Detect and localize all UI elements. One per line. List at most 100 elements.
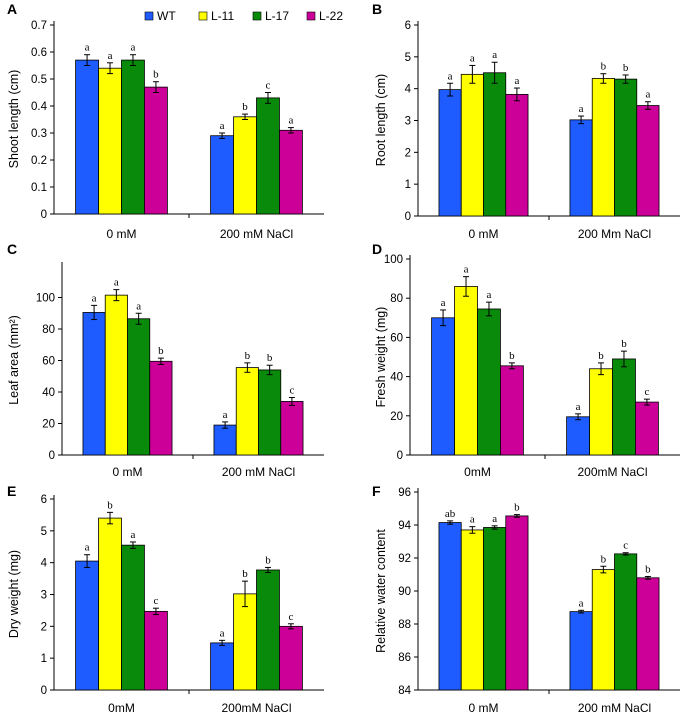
y-tick-label: 3 bbox=[41, 590, 47, 602]
panel-c: C Leaf area (mm²) 0 20 40 60 80 100 0 mM a a a b 200 … bbox=[7, 241, 324, 479]
y-tick-label: 90 bbox=[398, 586, 411, 598]
y-tick-label: 5 bbox=[41, 526, 47, 538]
y-tick-label: 40 bbox=[390, 372, 403, 384]
legend-label-wt: WT bbox=[157, 9, 176, 23]
bar-l-22-nacl bbox=[636, 105, 660, 217]
y-tick-label: 6 bbox=[41, 494, 47, 506]
bar-l-11-control bbox=[454, 286, 478, 456]
significance-letter: c bbox=[289, 385, 294, 397]
y-axis-label: Shoot length (cm) bbox=[7, 70, 21, 169]
y-tick-label: 0 bbox=[49, 450, 55, 462]
significance-letter: a bbox=[108, 50, 113, 62]
bar-l-22-nacl bbox=[279, 129, 303, 215]
significance-letter: a bbox=[579, 597, 584, 609]
bar-l-17-nacl bbox=[256, 569, 280, 691]
significance-letter: c bbox=[288, 611, 293, 623]
bar-l-17-control bbox=[127, 318, 151, 456]
significance-letter: b bbox=[242, 568, 248, 580]
significance-letter: c bbox=[623, 540, 628, 552]
significance-letter: a bbox=[441, 297, 446, 309]
panel-letter: C bbox=[7, 241, 17, 257]
x-category-label: 0 mM bbox=[469, 701, 499, 715]
y-tick-label: 2 bbox=[41, 621, 47, 633]
bar-l-11-nacl bbox=[233, 116, 257, 215]
x-category-label: 200mM NaCl bbox=[577, 465, 647, 479]
significance-letter: a bbox=[220, 627, 225, 639]
panel-letter: A bbox=[7, 1, 17, 17]
significance-letter: a bbox=[223, 409, 228, 421]
y-tick-label: 40 bbox=[42, 387, 55, 399]
legend-swatch-wt bbox=[144, 11, 154, 21]
y-tick-label: 3 bbox=[405, 116, 411, 128]
bar-l-22-control bbox=[505, 93, 529, 217]
significance-letter: b bbox=[601, 61, 607, 73]
bar-l-17-control bbox=[477, 308, 501, 456]
bar-l-11-control bbox=[460, 73, 484, 217]
y-tick-label: 0 bbox=[397, 450, 403, 462]
bar-l-17-control bbox=[483, 72, 507, 217]
bar-wt-nacl bbox=[213, 424, 237, 456]
panel-e: E Dry weight (mg) 0 1 2 3 4 5 6 0mM a b a c 200mM NaCl… bbox=[7, 483, 324, 715]
y-tick-label: 80 bbox=[42, 324, 55, 336]
y-tick-label: 96 bbox=[398, 487, 411, 499]
legend-label-l-22: L-22 bbox=[319, 9, 343, 23]
significance-letter: b bbox=[158, 345, 164, 357]
y-axis-label: Leaf area (mm²) bbox=[7, 315, 21, 405]
y-tick-label: 0.1 bbox=[31, 182, 47, 194]
y-tick-label: 88 bbox=[398, 619, 411, 631]
significance-letter: a bbox=[131, 529, 136, 541]
y-tick-label: 4 bbox=[41, 558, 48, 570]
significance-letter: a bbox=[220, 120, 225, 132]
y-tick-label: 0 bbox=[405, 211, 411, 223]
y-axis-label: Dry weight (mg) bbox=[7, 550, 21, 638]
bar-wt-control bbox=[438, 89, 462, 217]
legend-swatch-l-22 bbox=[306, 11, 316, 21]
significance-letter: b bbox=[645, 563, 651, 575]
significance-letter: a bbox=[136, 300, 141, 312]
bar-l-17-control bbox=[483, 527, 507, 691]
legend: WT L-11 L-17 L-22 bbox=[144, 9, 343, 23]
bar-l-11-control bbox=[460, 529, 484, 691]
bar-l-11-nacl bbox=[591, 78, 615, 217]
bar-l-22-control bbox=[144, 610, 168, 691]
bar-l-22-nacl bbox=[635, 401, 659, 456]
significance-letter: a bbox=[85, 542, 90, 554]
bar-l-11-nacl bbox=[591, 569, 615, 691]
legend-swatch-l-17 bbox=[252, 11, 262, 21]
significance-letter: a bbox=[487, 289, 492, 301]
y-tick-label: 100 bbox=[384, 254, 403, 266]
bar-l-17-control bbox=[121, 544, 145, 691]
significance-letter: a bbox=[464, 264, 469, 276]
bar-wt-control bbox=[438, 522, 462, 691]
legend-label-l-11: L-11 bbox=[211, 9, 234, 23]
bar-wt-control bbox=[431, 317, 455, 456]
significance-letter: c bbox=[266, 80, 271, 92]
significance-letter: b bbox=[245, 350, 251, 362]
bar-l-17-nacl bbox=[614, 78, 638, 217]
bar-wt-nacl bbox=[210, 642, 234, 691]
bar-wt-nacl bbox=[210, 135, 234, 215]
panel-b: B Root length (cm) 0 1 2 3 4 5 6 0 mM a a a a 200 Mm N… bbox=[372, 1, 680, 241]
significance-letter: ab bbox=[445, 508, 456, 520]
significance-letter: a bbox=[579, 103, 584, 115]
bar-l-11-nacl bbox=[589, 368, 613, 456]
significance-letter: b bbox=[621, 338, 627, 350]
x-category-label: 0 mM bbox=[469, 227, 499, 241]
y-axis-label: Root length (cm) bbox=[374, 74, 388, 166]
bar-wt-control bbox=[82, 312, 106, 456]
significance-letter: a bbox=[131, 42, 136, 54]
significance-letter: a bbox=[448, 70, 453, 82]
significance-letter: a bbox=[288, 115, 293, 127]
y-tick-label: 0.7 bbox=[31, 20, 47, 32]
y-tick-label: 0.6 bbox=[31, 47, 47, 59]
significance-letter: a bbox=[470, 52, 475, 64]
significance-letter: b bbox=[509, 350, 515, 362]
y-tick-label: 80 bbox=[390, 293, 403, 305]
panel-letter: E bbox=[7, 483, 16, 499]
y-tick-label: 60 bbox=[42, 356, 55, 368]
bar-wt-nacl bbox=[569, 611, 593, 691]
y-tick-label: 1 bbox=[41, 653, 47, 665]
bar-l-22-nacl bbox=[636, 577, 660, 691]
y-tick-label: 1 bbox=[405, 179, 411, 191]
bar-l-17-control bbox=[121, 59, 145, 215]
